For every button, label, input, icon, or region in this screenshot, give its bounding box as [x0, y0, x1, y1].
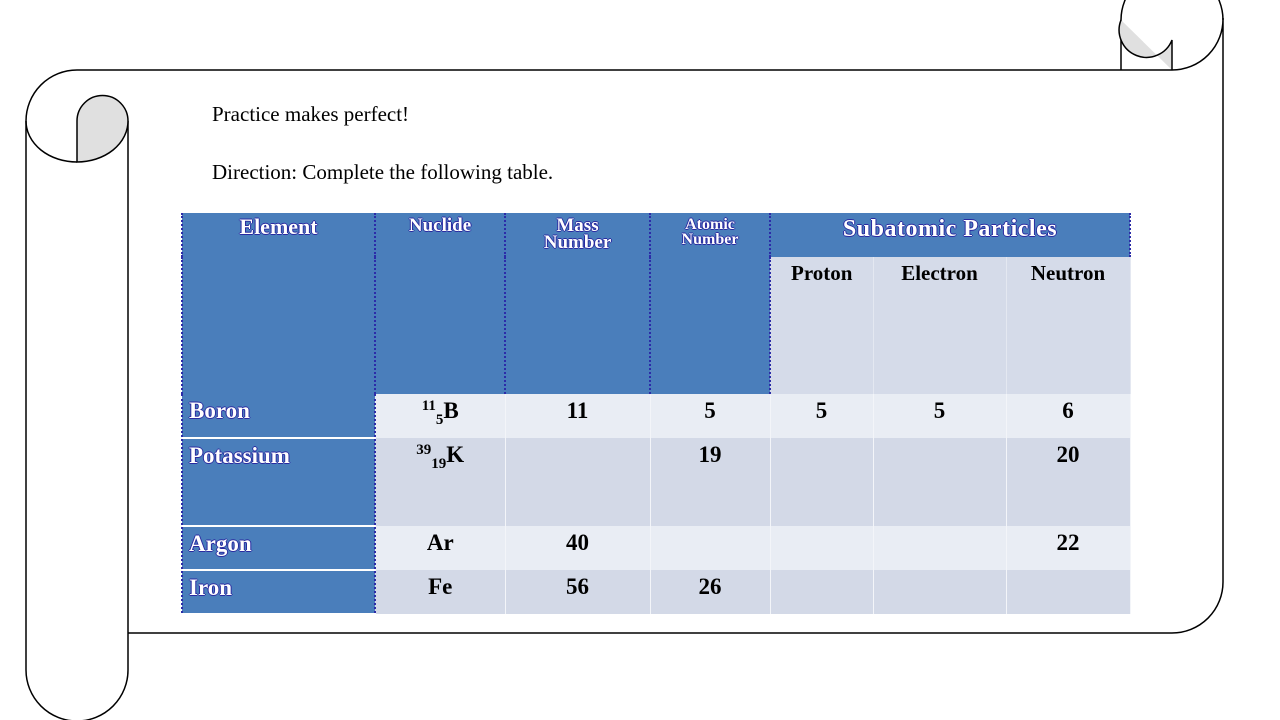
row-potassium-proton[interactable] [770, 438, 874, 526]
row-argon-proton[interactable] [770, 526, 874, 570]
row-potassium-element: Potassium [181, 438, 376, 527]
row-boron-electron: 5 [873, 394, 1007, 438]
header-atomic-number-line1: Atomic [685, 216, 735, 233]
row-iron-proton[interactable] [770, 570, 874, 614]
header-subatomic-particles: Subatomic Particles [769, 213, 1131, 257]
header-proton: Proton [770, 256, 874, 394]
row-potassium-electron[interactable] [873, 438, 1007, 526]
row-iron-element: Iron [181, 570, 376, 615]
row-potassium-mass-number[interactable] [505, 438, 651, 526]
row-argon-neutron: 22 [1006, 526, 1131, 570]
row-boron-proton: 5 [770, 394, 874, 438]
header-electron: Electron [873, 256, 1007, 394]
scroll-left-roll [25, 69, 129, 720]
table-row: Iron Fe 56 26 [181, 570, 1131, 615]
header-atomic-number-line2: Number [681, 231, 739, 248]
row-potassium-nuclide: 3919K [375, 438, 506, 526]
element-table: Element Nuclide Mass Number Atomic Numbe… [181, 213, 1131, 615]
element-table-container: Element Nuclide Mass Number Atomic Numbe… [181, 213, 1131, 615]
row-iron-mass-number: 56 [505, 570, 651, 614]
practice-heading: Practice makes perfect! [212, 102, 410, 126]
header-atomic-number: Atomic Number [649, 213, 771, 394]
header-nuclide: Nuclide [374, 213, 506, 394]
table-row: Potassium 3919K 19 20 [181, 438, 1131, 527]
scroll-body-outline [77, 17, 1224, 634]
row-argon-atomic-number[interactable] [650, 526, 771, 570]
row-argon-element: Argon [181, 526, 376, 571]
row-potassium-neutron: 20 [1006, 438, 1131, 526]
header-mass-number: Mass Number [504, 213, 651, 394]
direction-text: Direction: Complete the following table. [212, 160, 554, 184]
row-iron-atomic-number: 26 [650, 570, 771, 614]
scroll-left-curl-inner [76, 94, 129, 163]
row-argon-electron[interactable] [873, 526, 1007, 570]
row-iron-electron[interactable] [873, 570, 1007, 614]
header-mass-number-line1: Mass [556, 215, 599, 236]
row-potassium-atomic-number: 19 [650, 438, 771, 526]
row-boron-atomic-number: 5 [650, 394, 771, 438]
row-boron-element: Boron [181, 394, 376, 439]
table-row: Boron 115B 11 5 5 5 6 [181, 394, 1131, 439]
header-element: Element [181, 213, 376, 394]
header-neutron: Neutron [1006, 256, 1131, 394]
table-row: Argon Ar 40 22 [181, 526, 1131, 571]
scroll-top-curl-inner [1118, 19, 1173, 70]
header-mass-number-line2: Number [543, 232, 612, 253]
scroll-left-curl-edge [25, 120, 78, 163]
row-argon-mass-number: 40 [505, 526, 651, 570]
row-iron-nuclide: Fe [375, 570, 506, 614]
row-boron-nuclide: 115B [375, 394, 506, 438]
row-argon-nuclide: Ar [375, 526, 506, 570]
row-boron-neutron: 6 [1006, 394, 1131, 438]
row-boron-mass-number: 11 [505, 394, 651, 438]
row-iron-neutron[interactable] [1006, 570, 1131, 614]
scroll-top-curl [1120, 0, 1224, 70]
